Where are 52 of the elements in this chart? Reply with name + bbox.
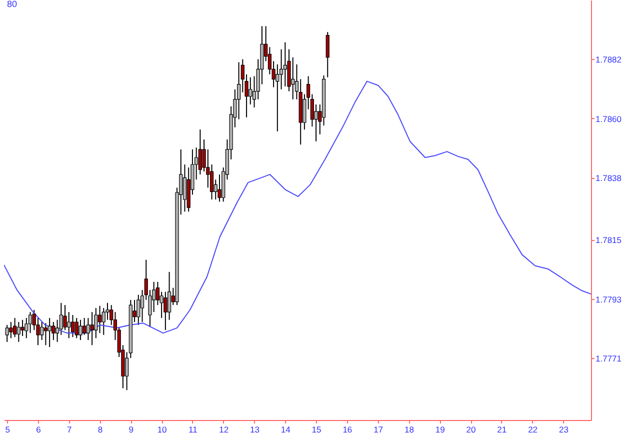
y-tick-label: 1.7815 (596, 235, 622, 246)
x-tick-label: 18 (404, 424, 414, 434)
candlestick (326, 32, 330, 78)
candlestick (218, 174, 222, 202)
candlestick (20, 319, 24, 336)
y-tick-label: 1.7793 (596, 294, 622, 304)
x-tick-label: 8 (98, 424, 103, 434)
candlestick (78, 319, 82, 341)
candlestick (9, 322, 13, 339)
x-tick-label: 11 (188, 424, 198, 434)
annotation: 80 (7, 0, 18, 9)
candlestick (82, 317, 86, 336)
x-tick-label: 13 (250, 424, 260, 434)
x-tick-label: 9 (128, 424, 134, 434)
x-tick-label: 7 (67, 424, 72, 434)
x-tick-label: 20 (466, 424, 476, 434)
candlestick (13, 317, 17, 338)
candlestick (16, 322, 20, 342)
line-series (4, 80, 591, 334)
y-tick-label: 1.7860 (596, 114, 622, 124)
candlestick (44, 322, 48, 346)
candlestick (90, 312, 94, 346)
x-tick-label: 15 (312, 424, 322, 434)
candlestick (48, 317, 52, 348)
x-tick-label: 19 (435, 424, 446, 434)
candlestick (291, 56, 295, 100)
y-tick-label: 1.7771 (596, 354, 622, 364)
candlestick (70, 314, 75, 338)
x-tick-label: 5 (5, 424, 10, 434)
x-tick-label: 14 (280, 424, 291, 434)
y-tick-label: 1.7838 (596, 173, 622, 184)
x-tick-label: 6 (36, 424, 42, 434)
x-tick-label: 22 (528, 424, 538, 434)
x-tick-label: 23 (558, 424, 569, 434)
x-tick-label: 17 (374, 424, 384, 434)
candlestick (5, 324, 9, 342)
candlestick (98, 305, 102, 334)
candlestick (74, 317, 78, 339)
candlestick (283, 42, 287, 87)
candlestick (248, 76, 252, 105)
x-tick-label: 12 (219, 424, 229, 434)
candlestick (136, 294, 140, 326)
x-tick-label: 16 (342, 424, 352, 434)
candlestick (40, 322, 44, 341)
candlestick (28, 312, 32, 334)
candlestick (164, 291, 168, 331)
candlestick (276, 64, 280, 132)
candlestick (24, 317, 28, 339)
y-tick-label: 1.7882 (596, 54, 622, 65)
x-tick-label: 21 (497, 424, 507, 434)
candlestick (67, 312, 71, 339)
x-tick-label: 10 (157, 424, 168, 434)
